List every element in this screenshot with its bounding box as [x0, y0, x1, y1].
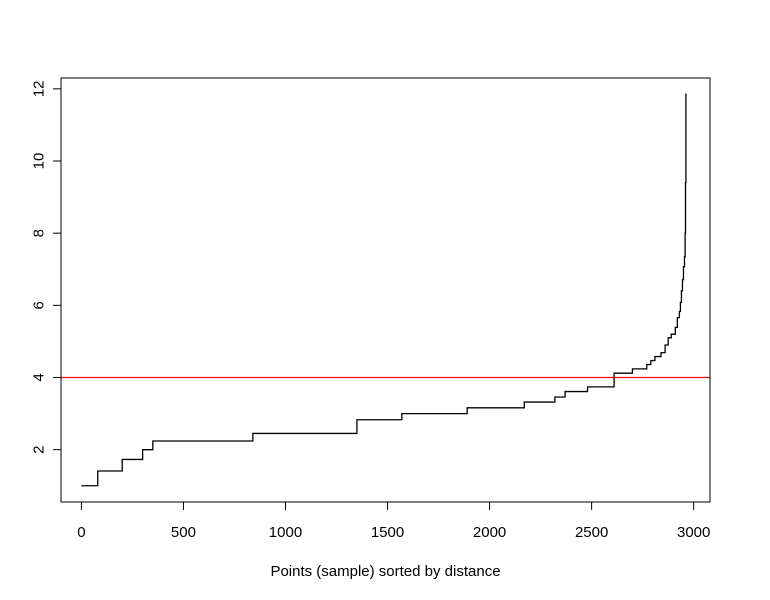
y-tick-label: 2 [31, 446, 48, 454]
x-tick-label: 3000 [677, 524, 710, 541]
plot-content [61, 93, 710, 487]
x-tick-label: 1000 [269, 524, 302, 541]
x-tick-label: 1500 [371, 524, 404, 541]
series-line [81, 93, 687, 487]
y-tick-label: 12 [31, 80, 48, 97]
plot-frame [60, 77, 711, 503]
x-tick-label: 2000 [473, 524, 506, 541]
y-tick-label: 8 [31, 229, 48, 237]
y-tick-label: 4 [31, 373, 48, 381]
y-tick-label: 10 [31, 153, 48, 170]
y-axis: 2 4 6 8 10 12 [31, 80, 62, 454]
x-tick-label: 500 [171, 524, 196, 541]
x-tick-label: 2500 [575, 524, 608, 541]
y-tick-label: 6 [31, 301, 48, 309]
x-axis-label: Points (sample) sorted by distance [270, 563, 500, 580]
x-tick-label: 0 [77, 524, 85, 541]
x-axis: 0 500 1000 1500 2000 2500 3000 [77, 501, 710, 541]
